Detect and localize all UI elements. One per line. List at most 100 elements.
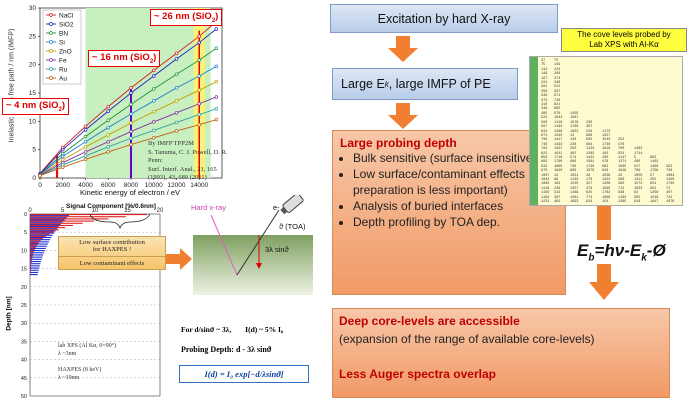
annotation-16nm: ~ 16 nm (SiO2) — [88, 50, 161, 67]
signal-bar-haxpes — [30, 232, 55, 234]
signal-bar-haxpes — [30, 226, 59, 228]
imfp-point — [83, 145, 88, 149]
imfp-y-tick: 25 — [29, 33, 37, 40]
signal-bar-haxpes — [30, 269, 39, 271]
signal-bar-xps — [30, 218, 109, 220]
imfp-point — [174, 129, 179, 133]
imfp-legend — [42, 9, 82, 85]
signal-y-tick: 45 — [21, 376, 27, 382]
probe-diagram: Hard x-ray e- ϑ (TOA) 3λ sinϑ For d/sinϑ… — [175, 195, 325, 400]
imfp-point — [60, 147, 65, 152]
signal-bar-haxpes — [30, 215, 69, 217]
imfp-y-tick: 20 — [29, 62, 37, 69]
signal-y-tick: 5 — [24, 230, 27, 236]
signal-bar-xps — [30, 268, 31, 270]
imfp-y-tick: 0 — [32, 175, 36, 182]
signal-bar-haxpes — [30, 241, 49, 243]
imfp-point — [106, 125, 110, 130]
imfp-point — [214, 117, 219, 122]
imfp-point — [38, 173, 42, 178]
imfp-point — [174, 99, 179, 103]
core-level-label: The cove levels probed by Lab XPS with Al… — [561, 28, 687, 52]
imfp-point — [214, 79, 219, 84]
imfp-y-tick: 15 — [29, 90, 37, 97]
table-left-stripe — [530, 57, 538, 205]
signal-y-tick: 0 — [24, 212, 27, 218]
signal-bar-xps — [30, 220, 95, 222]
imfp-point — [83, 157, 88, 162]
imfp-y-tick: 5 — [32, 147, 36, 154]
signal-bar-haxpes — [30, 274, 38, 276]
imfp-point — [106, 133, 110, 137]
table-column: 1170 1357 1543 1730 1916 103 290 476 663… — [602, 129, 611, 205]
signal-bar-xps — [30, 262, 32, 264]
imfp-xlabel: Kinetic energy of electron / eV — [80, 188, 181, 197]
signal-x-tick: 0 — [28, 208, 32, 214]
imfp-point — [83, 128, 88, 132]
for-text: For d/sinϑ ~ 3λ, — [181, 325, 232, 334]
signal-title: Signal Component [%/0.6nm] — [66, 203, 156, 210]
imfp-point — [197, 74, 202, 78]
signal-bar-haxpes — [30, 217, 67, 219]
signal-bar-xps — [30, 272, 31, 275]
signal-bar-haxpes — [30, 236, 52, 239]
arrow-2 — [388, 103, 418, 129]
signal-y-tick: 25 — [21, 303, 27, 309]
imfp-chart: 0 2000 4000 6000 8000 10000 12000 14000 0 5 10 15 20… — [0, 0, 230, 200]
signal-ylabel: Depth [nm] — [5, 296, 13, 331]
signal-bar-xps — [30, 270, 31, 272]
signal-lab1: lab XPS (Al Kα, 0=90°) λ ~3nm — [58, 343, 117, 357]
probing-bullets: Bulk sensitive (surface insensitive) Low… — [339, 150, 575, 230]
imfp-point — [83, 124, 88, 129]
imfp-point — [174, 111, 179, 115]
imfp-ylabel: Inelastic mean free path / nm (IMFP) — [8, 28, 16, 143]
signal-chart: Signal Component [%/0.6nm] 0 5 10 15 20 0 5 10 1… — [0, 200, 175, 400]
table-column: 238 387 536 686 835 984 1133 1282 1432 1… — [586, 120, 595, 204]
large-probing-box: Large probing depth Bulk sensitive (surf… — [332, 130, 572, 295]
imfp-point — [152, 120, 156, 124]
signal-y-tick: 10 — [21, 248, 27, 254]
imfp-point — [152, 74, 156, 78]
imfp-point — [197, 112, 202, 117]
imfp-point — [129, 86, 133, 90]
depth-label: 3λ sinϑ — [265, 245, 289, 254]
imfp-legend-entry: NaCl — [59, 12, 74, 19]
signal-bar-haxpes — [30, 263, 41, 265]
signal-bar-xps — [30, 251, 34, 253]
imfp-point — [152, 87, 156, 91]
signal-bar-xps — [30, 248, 35, 251]
imfp-point — [106, 109, 110, 113]
imfp-point — [152, 68, 156, 73]
signal-bar-xps — [30, 222, 83, 224]
probing-depth-text: Probing Depth: d - 3λ sinϑ — [181, 345, 272, 354]
table-column: 1455 1567 1678 1790 1902 14 126 238 350 … — [570, 111, 579, 204]
imfp-point — [129, 129, 133, 134]
signal-bar-haxpes — [30, 256, 43, 258]
detector-icon — [280, 195, 304, 215]
imfp-point — [60, 151, 65, 156]
deep-core-title: Deep core-levels are accessible — [339, 314, 520, 328]
imfp-legend-entry: Au — [59, 75, 67, 82]
imfp-legend-entry: Si — [59, 39, 65, 46]
deep-core-text: (expansion of the range of available cor… — [339, 332, 595, 346]
annotation-26nm: ~ 26 nm (SiO2) — [150, 9, 223, 26]
imfp-point — [214, 64, 219, 69]
imfp-point — [106, 150, 110, 154]
imfp-point — [214, 27, 219, 31]
annotation-4nm: ~ 4 nm (SiO2) — [2, 98, 70, 115]
signal-bar-xps — [30, 216, 126, 218]
signal-bar-haxpes — [30, 223, 61, 225]
imfp-point — [106, 139, 110, 144]
signal-bar-haxpes — [30, 239, 51, 241]
signal-y-tick: 20 — [21, 285, 27, 291]
imfp-point — [129, 121, 133, 125]
probe-svg — [193, 195, 313, 295]
electron-path — [236, 209, 280, 276]
imfp-point — [214, 107, 219, 111]
signal-bar-haxpes — [30, 245, 47, 247]
imfp-point — [174, 72, 179, 77]
right-arrow — [166, 248, 192, 275]
imfp-point — [129, 142, 133, 147]
imfp-x-tick: 4000 — [78, 182, 93, 189]
core-level-table: 37 75 112 149 187 224 261 298 336 373 41… — [529, 56, 683, 206]
